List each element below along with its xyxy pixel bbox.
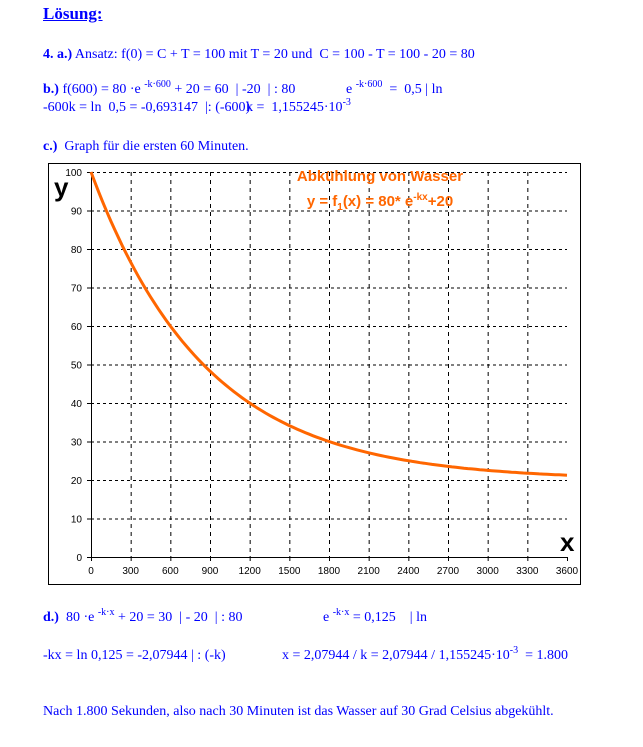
y-tick-label: 80 <box>71 245 83 256</box>
part-a-line: 4. a.) Ansatz: f(0) = C + T = 100 mit T … <box>43 47 475 63</box>
exponent: -k·600 <box>355 79 383 90</box>
chart-frame <box>48 163 581 585</box>
k-result: k = 1,155245·10-3 <box>246 97 351 116</box>
part-c-line: c.) Graph für die ersten 60 Minuten. <box>43 139 249 155</box>
part-d-line1: d.) 80 ·e -k·x + 20 = 30 | - 20 | : 80 <box>43 607 243 626</box>
formula-part: (x) = 80* e <box>343 193 413 210</box>
part-c-text: Graph für die ersten 60 Minuten. <box>57 139 249 154</box>
grid <box>91 172 567 557</box>
y-tick-label: 30 <box>71 438 83 449</box>
equation-text: 80 ·e <box>58 610 98 625</box>
x-tick-label: 1800 <box>318 566 341 577</box>
x-tick-label: 300 <box>122 566 139 577</box>
solution-heading: Lösung: <box>43 4 103 23</box>
part-b-line2: -600k = ln 0,5 = -0,693147 |: (-600) <box>43 100 251 115</box>
x-tick-label: 0 <box>88 566 94 577</box>
y-tick-label: 20 <box>71 476 83 487</box>
x-tick-label: 900 <box>202 566 219 577</box>
formula-part: y = f <box>307 193 338 210</box>
equation-text: k = 1,155245·10 <box>246 100 343 115</box>
equation-text: e <box>323 610 333 625</box>
part-d-label: d.) <box>43 610 59 625</box>
exponent: -3 <box>342 97 351 108</box>
x-tick-label: 1500 <box>278 566 301 577</box>
equation-text: + 20 = 60 | -20 | : 80 <box>170 82 296 97</box>
exponent: -k·600 <box>144 79 171 90</box>
y-axis-label: y <box>54 172 69 202</box>
y-tick-label: 50 <box>71 361 83 372</box>
exponent: -k·x <box>97 607 115 618</box>
equation-text: = 0,125 | ln <box>349 610 427 625</box>
x-tick-label: 3600 <box>556 566 579 577</box>
equation-text: x = 2,07944 / k = 2,07944 / 1,155245·10 <box>282 648 510 663</box>
x-tick-label: 3000 <box>477 566 500 577</box>
part-b-line1-right: e -k·600 = 0,5 | ln <box>346 79 443 98</box>
x-tick-label: 2700 <box>437 566 460 577</box>
equation-text: + 20 = 30 | - 20 | : 80 <box>114 610 243 625</box>
exponent: -k·x <box>332 607 350 618</box>
equation-text: = 1.800 <box>518 648 568 663</box>
chart-formula: y = f1(x) = 80* e-kx+20 <box>307 192 453 213</box>
part-b-label: b.) <box>43 82 59 97</box>
equation-text: = 0,5 | ln <box>382 82 443 97</box>
equation-text: e <box>346 82 356 97</box>
part-d-line1-right: e -k·x = 0,125 | ln <box>323 607 427 626</box>
exponent: -3 <box>509 645 519 656</box>
formula-superscript: -kx <box>413 192 428 203</box>
y-tick-label: 70 <box>71 284 83 295</box>
ticks: 0 10 20 30 40 50 60 70 80 90 100 0 300 600 900 1200 1500… <box>65 168 578 577</box>
x-tick-label: 3300 <box>516 566 539 577</box>
part-a-label: 4. a.) <box>43 47 73 62</box>
formula-part: +20 <box>428 193 453 210</box>
part-a-text: Ansatz: f(0) = C + T = 100 mit T = 20 un… <box>72 47 475 62</box>
part-c-label: c.) <box>43 139 58 154</box>
part-d-line2: -kx = ln 0,125 = -2,07944 | : (-k) <box>43 648 226 663</box>
y-tick-label: 0 <box>76 553 82 564</box>
formula-subscript: 1 <box>337 202 343 213</box>
x-tick-label: 1200 <box>239 566 262 577</box>
y-tick-label: 100 <box>65 168 82 179</box>
y-tick-label: 10 <box>71 515 83 526</box>
x-tick-label: 2100 <box>358 566 381 577</box>
conclusion-text: Nach 1.800 Sekunden, also nach 30 Minute… <box>43 704 554 719</box>
y-tick-label: 90 <box>71 207 83 218</box>
equation-text: f(600) = 80 ·e <box>58 82 145 97</box>
chart-title: Abkühlung von Wasser <box>297 168 463 185</box>
chart-svg: 0 10 20 30 40 50 60 70 80 90 100 0 300 600 900 1200 1500… <box>48 163 581 585</box>
y-tick-label: 40 <box>71 399 83 410</box>
cooling-chart: 0 10 20 30 40 50 60 70 80 90 100 0 300 600 900 1200 1500… <box>48 163 581 585</box>
x-tick-label: 600 <box>162 566 179 577</box>
part-b-line1: b.) f(600) = 80 ·e -k·600 + 20 = 60 | -2… <box>43 79 296 98</box>
x-axis-label: x <box>560 527 575 557</box>
x-result: x = 2,07944 / k = 2,07944 / 1,155245·10-… <box>282 645 568 664</box>
x-tick-label: 2400 <box>397 566 420 577</box>
y-tick-label: 60 <box>71 322 83 333</box>
series-line-f1 <box>89 171 568 477</box>
